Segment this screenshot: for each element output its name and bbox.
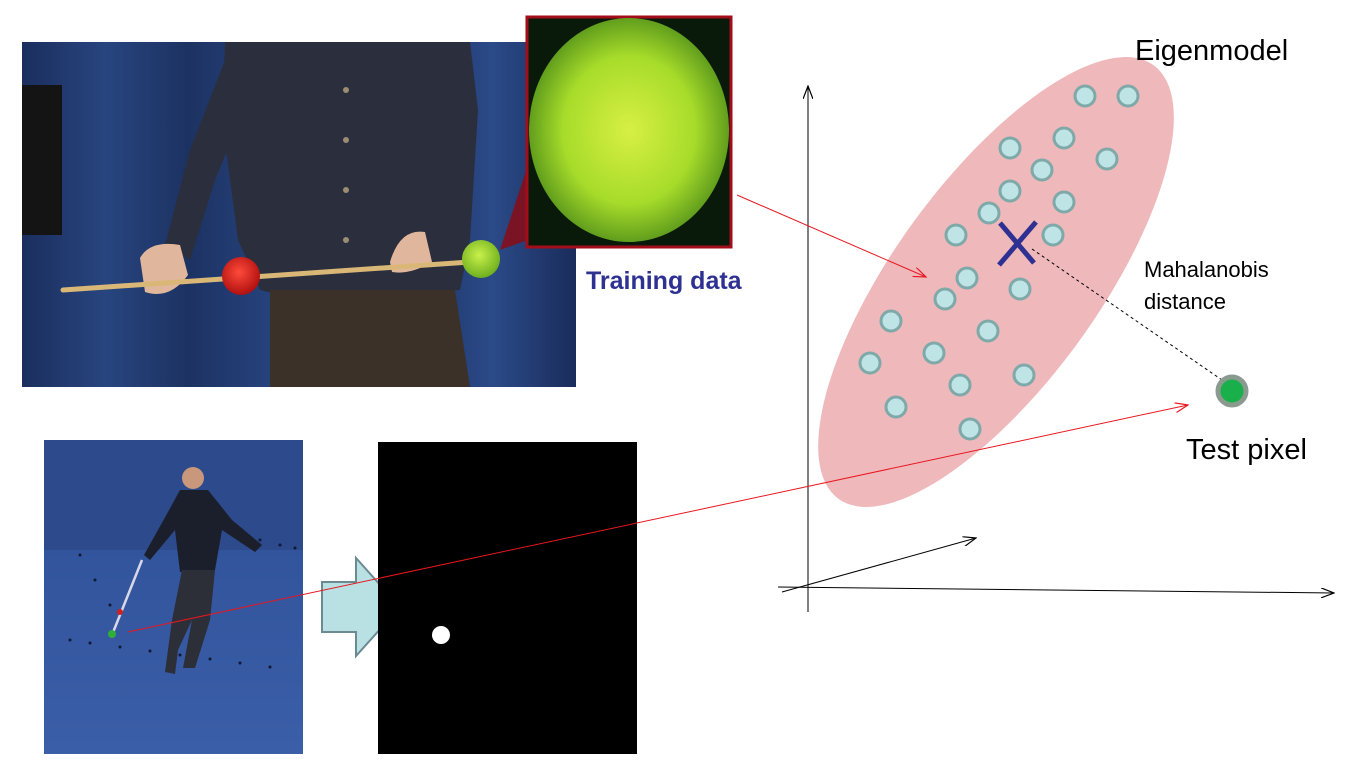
wand-rod [60, 259, 473, 293]
sample-point [858, 351, 882, 375]
mean-cross-icon [997, 220, 1038, 267]
sample-point [1073, 84, 1097, 108]
test-arrow [127, 405, 1188, 633]
test-pixel-point [1215, 374, 1249, 408]
sample-point [976, 319, 1000, 343]
sample-point [955, 266, 979, 290]
sample-point [944, 223, 968, 247]
sample-point [1030, 158, 1054, 182]
sample-point [1052, 126, 1076, 150]
sample-point [958, 417, 982, 441]
sample-point [933, 287, 957, 311]
eigenmodel-ellipse [818, 57, 1174, 507]
green-ball [462, 240, 500, 278]
sample-point [1052, 190, 1076, 214]
sample-point [884, 395, 908, 419]
red-ball [222, 257, 260, 295]
sample-point [998, 136, 1022, 160]
sample-point [998, 179, 1022, 203]
sample-point [1095, 147, 1119, 171]
sample-point [977, 201, 1001, 225]
sample-point [922, 341, 946, 365]
eigenmodel-label: Eigenmodel [1135, 35, 1288, 67]
mask-blob [432, 626, 450, 644]
training-samples [858, 84, 1140, 441]
walker-head [182, 467, 204, 489]
axis-x [777, 586, 1334, 593]
mask-image [378, 442, 637, 754]
eigenmodel-plot [777, 57, 1334, 612]
person-trousers [270, 290, 470, 387]
sample-point [1012, 363, 1036, 387]
sample-point [1008, 277, 1032, 301]
sample-point [1116, 84, 1140, 108]
axis-z [781, 538, 976, 593]
walker-body [144, 490, 262, 572]
test-pixel-label: Test pixel [1186, 434, 1307, 466]
mahalanobis-label-line2: distance [1144, 289, 1226, 314]
right-hand [390, 231, 432, 273]
mahalanobis-label-line1: Mahalanobis [1144, 257, 1269, 282]
sample-point [948, 373, 972, 397]
mahalanobis-line [1031, 248, 1223, 381]
zoom-callout-wedge [500, 165, 528, 250]
sample-point [879, 309, 903, 333]
sample-point [1041, 223, 1065, 247]
training-arrow [736, 194, 926, 277]
top-photo [22, 42, 576, 387]
walker-wand [110, 559, 144, 636]
zoom-patch [525, 15, 733, 249]
training-data-label: Training data [586, 267, 743, 295]
bottom-photo [44, 440, 303, 754]
